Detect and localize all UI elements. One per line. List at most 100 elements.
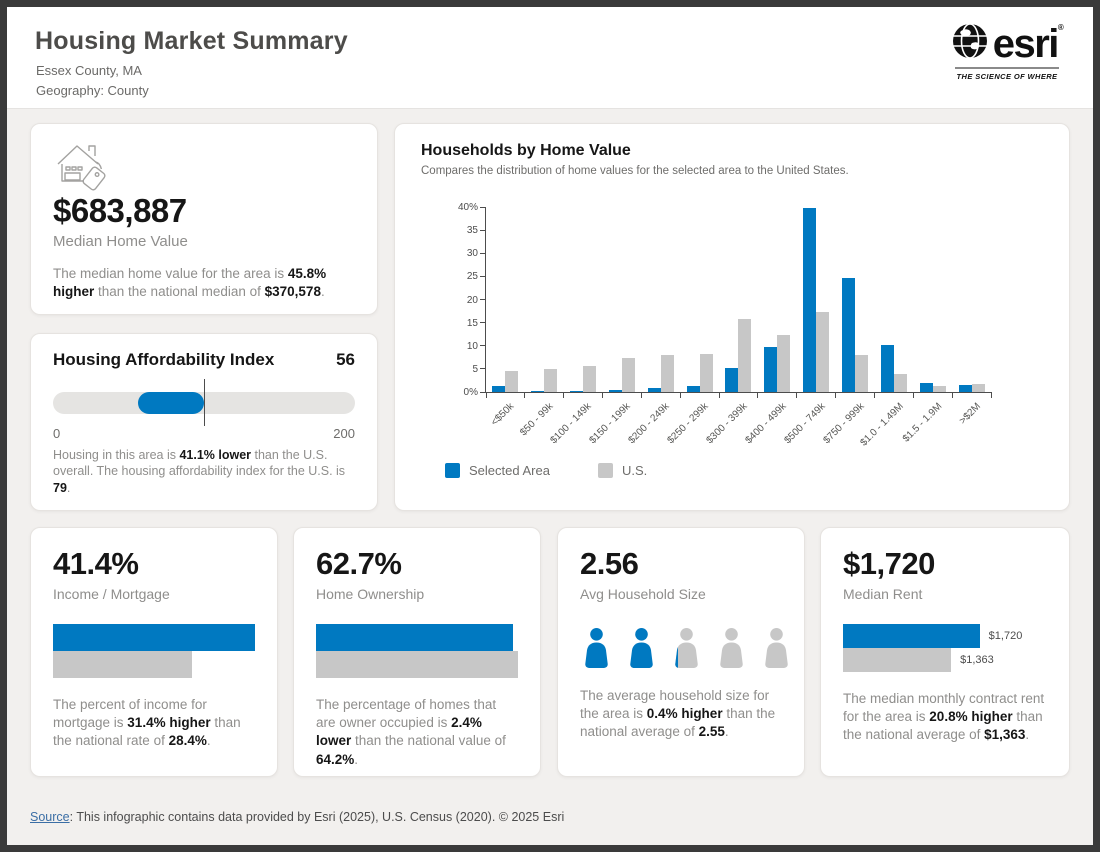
x-axis-label: >$2M [957,401,984,427]
chart-subtitle: Compares the distribution of home values… [421,165,849,177]
y-axis-tick [480,322,486,324]
bar-group [836,207,875,392]
y-axis-tick [480,299,486,300]
person-icon [670,628,703,669]
x-axis-tick [912,392,914,398]
x-axis-tick [990,392,992,398]
bar-group [758,207,797,392]
x-axis-tick [796,392,798,398]
income-mortgage-value: 41.4% [53,546,139,581]
affordability-description: Housing in this area is 41.1% lower than… [53,448,346,495]
household-size-pictogram [580,628,788,669]
bar-selected-area [803,207,817,392]
x-axis-tick [835,392,837,398]
bar-selected-area [880,345,894,392]
y-axis-tick [480,252,486,254]
bar-us [893,374,907,392]
median-rent-area-bar [843,624,980,648]
x-axis-label: $500 - 749k [782,401,828,447]
affordability-title: Housing Affordability Index [53,350,275,369]
median-home-value-label: Median Home Value [53,233,188,250]
bar-selected-area [958,384,972,392]
bar-group [952,207,991,392]
x-axis-tick [951,392,953,398]
selected-area-swatch [445,463,460,478]
y-axis-tick-label: 30 [466,248,478,260]
affordability-index-card: Housing Affordability Index 56 0 200 Hou… [30,333,378,511]
y-axis-tick-label: 0% [463,387,478,398]
person-icon [625,628,658,669]
x-axis-label: $250 - 299k [665,401,711,447]
x-axis-tick [563,392,565,398]
x-axis-label: <$50k [489,401,517,429]
x-axis-label: $200 - 249k [626,401,672,447]
home-ownership-label: Home Ownership [316,586,425,602]
y-axis-tick-label: 40% [457,202,478,213]
income-mortgage-area-bar [53,624,255,651]
x-axis-label: $1.5 - 1.9M [900,401,945,445]
x-axis-label: $300 - 399k [704,401,750,447]
x-axis-tick [757,392,759,398]
bar-selected-area [570,390,584,392]
x-axis-tick [602,392,604,398]
geography-level: Geography: County [36,83,149,98]
y-axis-tick-label: 10 [466,340,478,352]
x-axis-label: $400 - 499k [743,401,789,447]
bar-selected-area [919,383,933,392]
globe-icon [952,23,988,64]
home-ownership-area-bar [316,624,514,651]
x-axis-tick [873,392,875,398]
home-value-chart-card: Households by Home Value Compares the di… [394,123,1070,511]
y-axis-tick-label: 35 [466,225,478,237]
y-axis-tick [480,275,486,277]
median-rent-us-bar-label: $1,363 [960,654,994,666]
bar-us [699,354,713,392]
home-ownership-description: The percentage of homes that are owner o… [316,697,506,767]
area-name: Essex County, MA [36,63,142,78]
legend-label-us: U.S. [621,463,648,478]
median-rent-us-bar [843,648,952,672]
bar-selected-area [686,385,700,392]
bar-group [913,207,952,392]
avg-household-size-value: 2.56 [580,546,639,581]
chart-bars [486,207,991,392]
person-icon-partial-fill [670,628,679,669]
bar-selected-area [647,387,661,392]
y-axis-tick [480,368,486,370]
x-axis-tick [718,392,720,398]
source-text: : This infographic contains data provide… [69,810,565,824]
page-title: Housing Market Summary [35,27,348,55]
bar-us [660,354,674,392]
affordability-baseline-marker [204,379,205,426]
y-axis-tick-label: 20 [466,294,478,306]
median-rent-value: $1,720 [843,546,935,581]
home-ownership-us-bar [316,651,518,678]
bar-selected-area [725,368,739,392]
affordability-value: 56 [336,350,355,369]
avg-household-size-label: Avg Household Size [580,586,706,602]
house-price-tag-icon [53,140,355,192]
median-rent-card: $1,720 Median Rent $1,720 $1,363 The med… [820,527,1070,777]
bar-group [564,207,603,392]
bar-selected-area [764,346,778,392]
x-axis-label: $50 - 99k [517,401,556,439]
bar-group [797,207,836,392]
header: Housing Market Summary Essex County, MA … [7,7,1093,108]
bar-us [738,319,752,392]
source-link[interactable]: Source [30,810,70,824]
chart-title: Households by Home Value [421,142,631,159]
income-mortgage-description: The percent of income for mortgage is 31… [53,697,241,749]
chart-legend: Selected Area U.S. [445,463,1043,478]
bar-group [719,207,758,392]
bar-us [544,369,558,392]
x-axis-tick [485,392,487,398]
income-mortgage-label: Income / Mortgage [53,586,170,602]
avg-household-size-card: 2.56 Avg Household Size The average hous… [557,527,805,777]
person-icon [760,628,793,669]
x-axis-tick [679,392,681,398]
bar-group [874,207,913,392]
legend-item-selected-area: Selected Area [445,463,550,478]
income-mortgage-card: 41.4% Income / Mortgage The percent of i… [30,527,278,777]
median-home-value-description: The median home value for the area is 45… [53,266,327,300]
bar-us [505,371,519,392]
